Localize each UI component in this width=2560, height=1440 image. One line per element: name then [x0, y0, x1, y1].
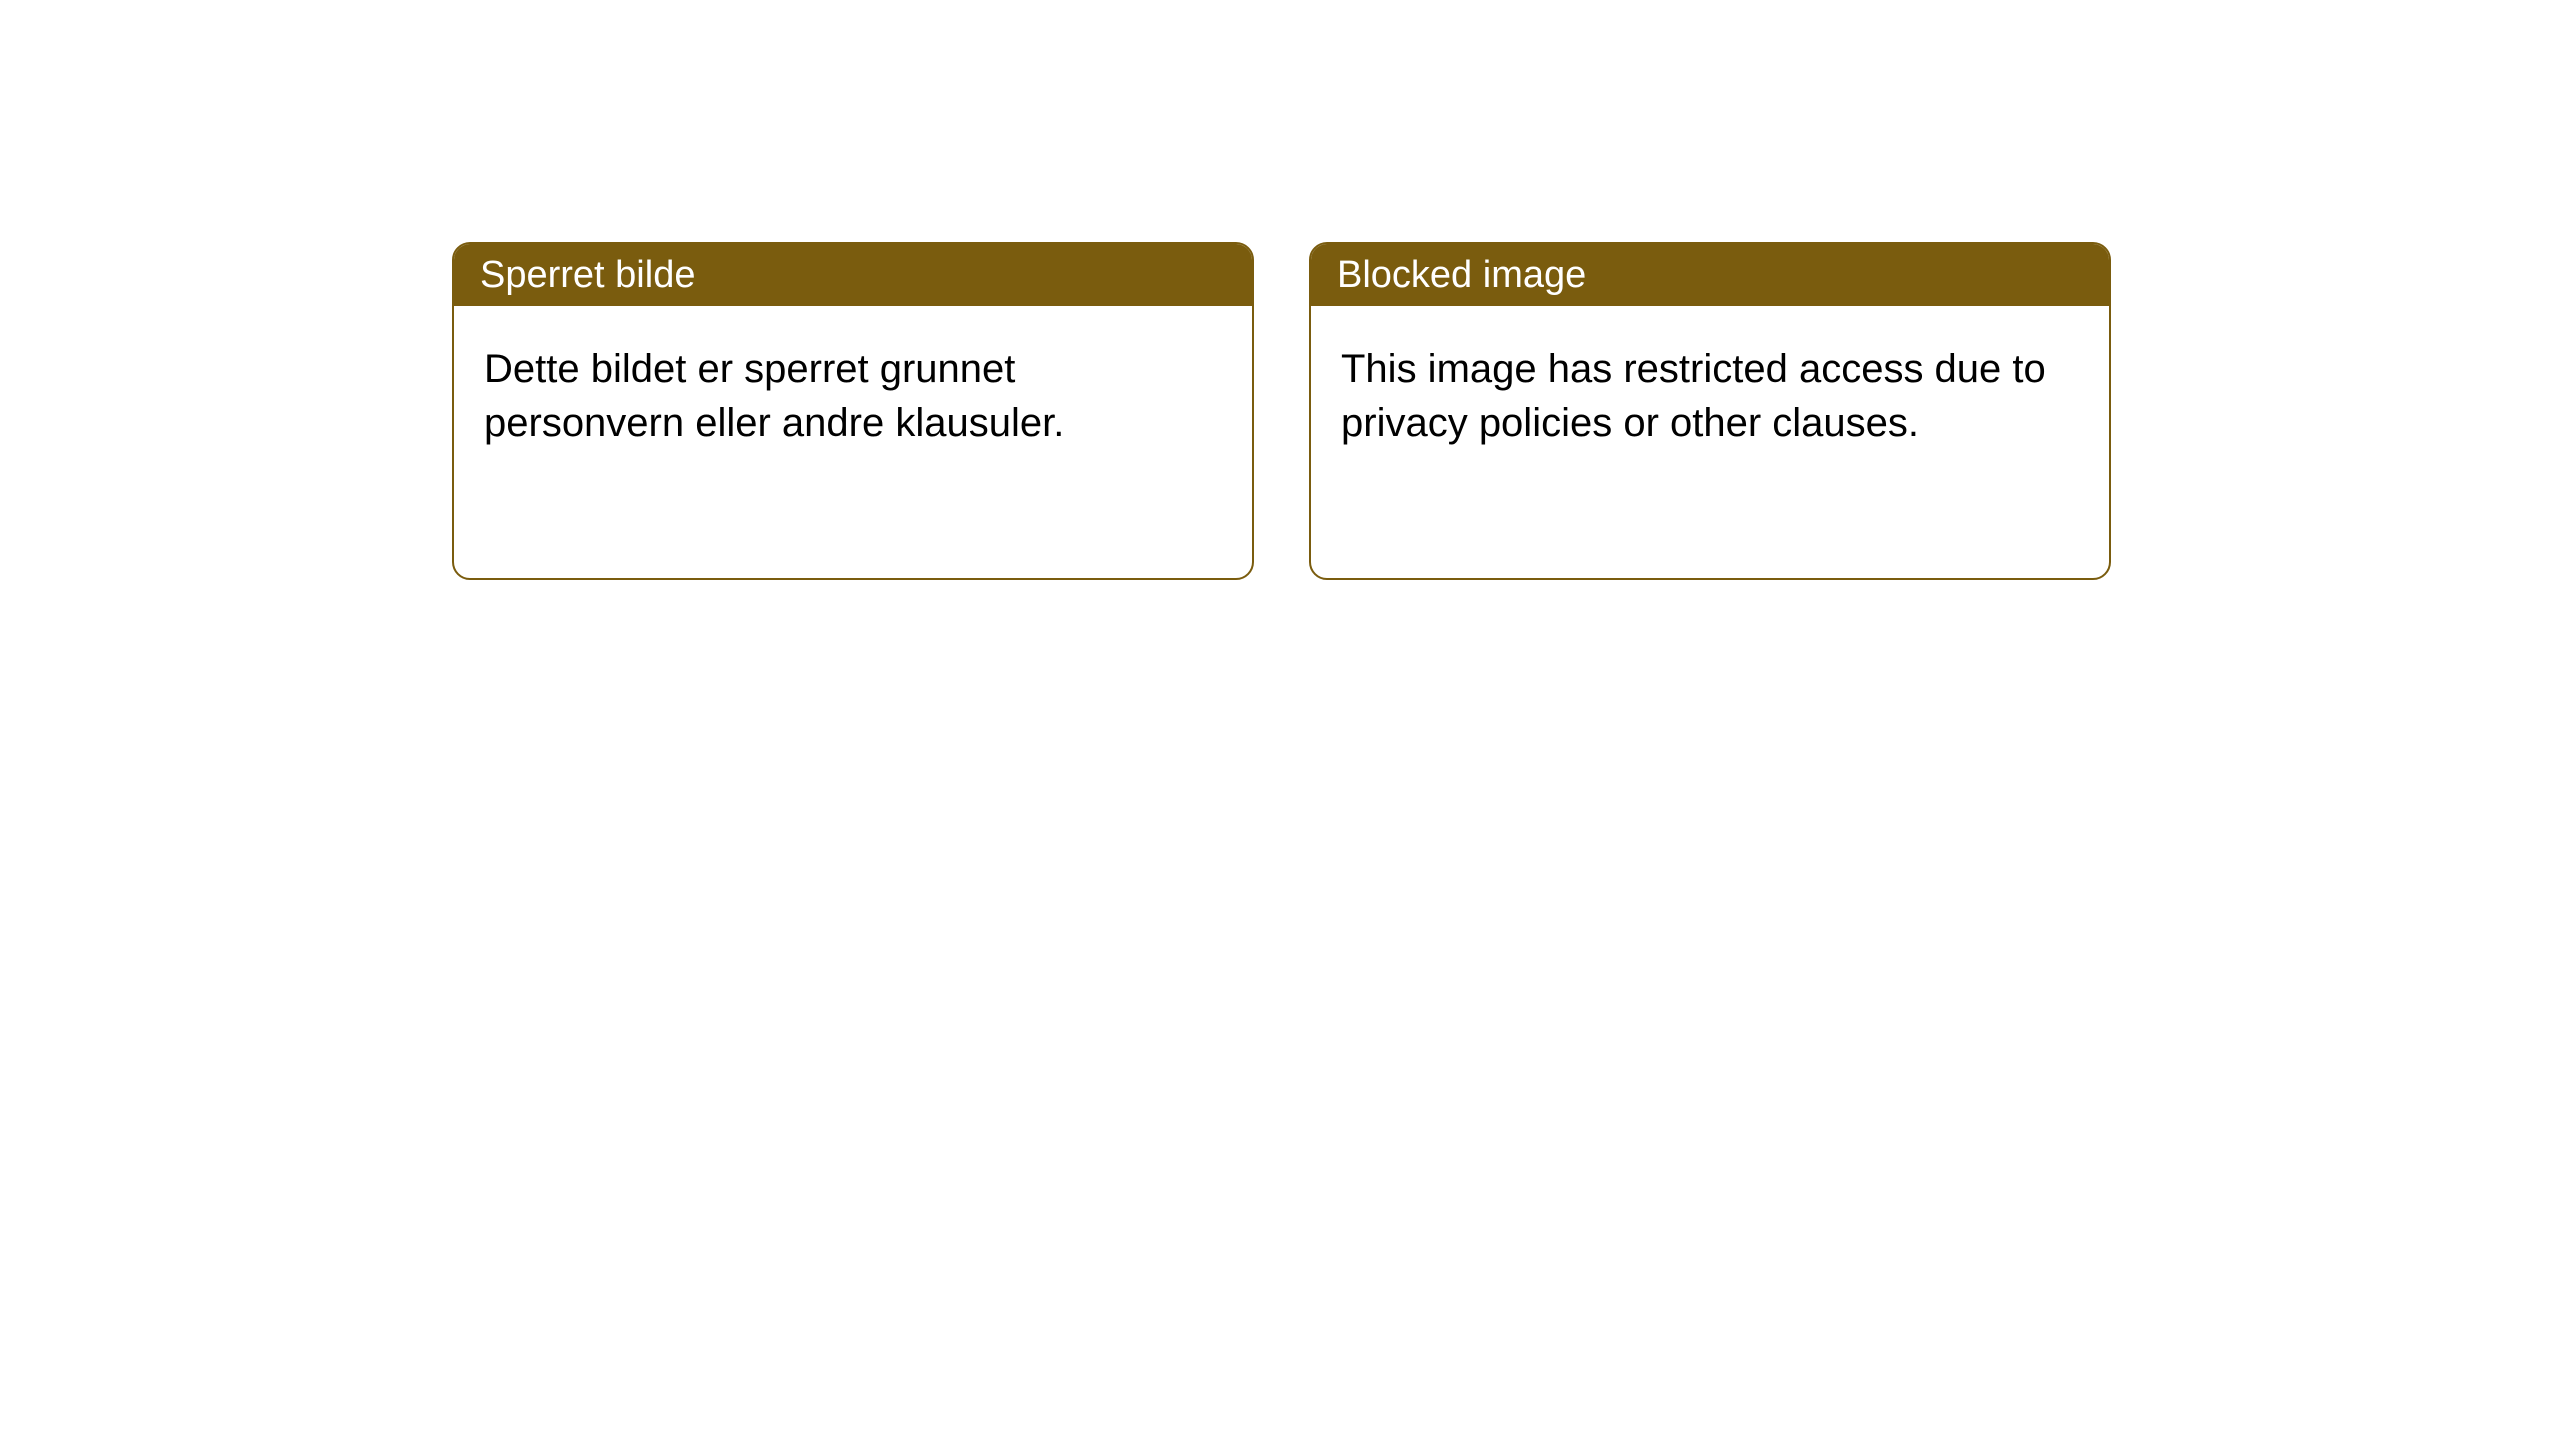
blocked-image-card-english: Blocked image This image has restricted …	[1309, 242, 2111, 580]
cards-container: Sperret bilde Dette bildet er sperret gr…	[452, 242, 2111, 580]
card-title: Blocked image	[1337, 254, 1586, 297]
card-body: Dette bildet er sperret grunnet personve…	[454, 306, 1252, 486]
card-header: Sperret bilde	[454, 244, 1252, 306]
card-message: This image has restricted access due to …	[1341, 347, 2046, 445]
card-title: Sperret bilde	[480, 254, 695, 297]
card-message: Dette bildet er sperret grunnet personve…	[484, 347, 1064, 445]
card-body: This image has restricted access due to …	[1311, 306, 2109, 486]
blocked-image-card-norwegian: Sperret bilde Dette bildet er sperret gr…	[452, 242, 1254, 580]
card-header: Blocked image	[1311, 244, 2109, 306]
